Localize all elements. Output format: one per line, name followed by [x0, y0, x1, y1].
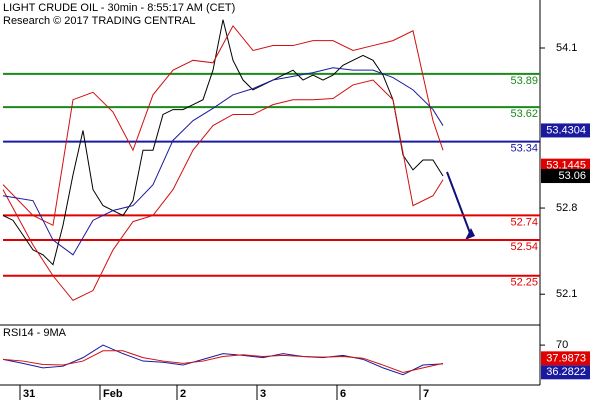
- level-label: 52.54: [510, 241, 538, 253]
- rsi-line: [2, 344, 444, 376]
- band-line: [2, 24, 444, 227]
- price-line: [2, 19, 444, 266]
- rsi-line: [2, 350, 444, 373]
- value-box-label: 37.9873: [546, 352, 586, 364]
- chart-title: LIGHT CRUDE OIL - 30min - 8:55:17 AM (CE…: [3, 2, 235, 14]
- value-box: [541, 351, 590, 366]
- forecast-arrowhead: [465, 228, 475, 240]
- x-tick-label: 7: [423, 388, 429, 400]
- x-tick-label: 31: [23, 388, 35, 400]
- y-tick-label: 54.1: [556, 42, 577, 54]
- x-tick-label: Feb: [103, 388, 123, 400]
- forecast-arrow: [446, 171, 471, 234]
- y-tick-label: 52.1: [556, 288, 577, 300]
- chart-subtitle: Research © 2017 TRADING CENTRAL: [3, 15, 196, 27]
- x-tick-label: 6: [340, 388, 346, 400]
- value-box: [541, 365, 590, 380]
- y-tick-label: 52.8: [556, 202, 577, 214]
- value-box-label: 53.1445: [546, 160, 586, 172]
- level-label: 53.34: [510, 142, 538, 154]
- band-line: [2, 79, 444, 302]
- rsi-y-tick-label: 70: [556, 339, 568, 351]
- level-label: 52.25: [510, 277, 538, 289]
- band-line: [2, 67, 444, 256]
- level-label: 53.62: [510, 108, 538, 120]
- value-box-label: 53.4304: [546, 124, 586, 136]
- value-box: [541, 169, 590, 184]
- level-label: 53.89: [510, 75, 538, 87]
- rsi-title: RSI14 - 9MA: [3, 327, 67, 339]
- level-label: 52.74: [510, 216, 538, 228]
- value-box-label: 53.06: [558, 170, 586, 182]
- x-tick-label: 2: [180, 388, 186, 400]
- value-box: [541, 123, 590, 138]
- value-box-label: 36.2822: [546, 366, 586, 378]
- x-tick-label: 3: [260, 388, 266, 400]
